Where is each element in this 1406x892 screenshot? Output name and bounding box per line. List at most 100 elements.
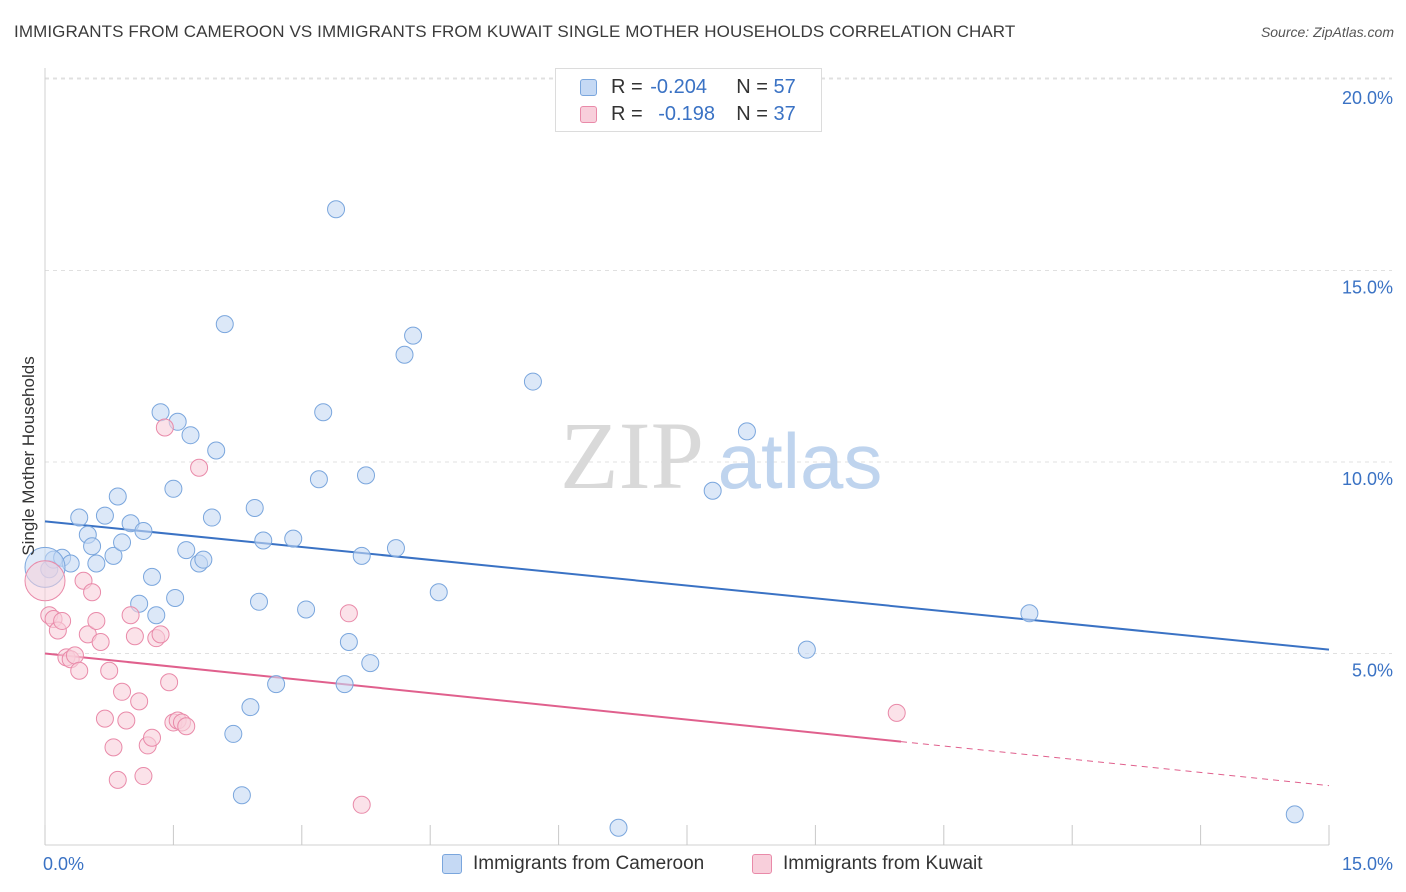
kuwait-point	[155, 418, 174, 437]
cameroon-point	[404, 326, 423, 345]
legend-label-cameroon: Immigrants from Cameroon	[473, 853, 705, 874]
kuwait-point	[100, 661, 119, 680]
cameroon-point	[1020, 604, 1039, 623]
kuwait-trend-line	[44, 652, 902, 743]
kuwait-point	[130, 692, 149, 711]
cameroon-point	[215, 315, 234, 334]
cameroon-point	[224, 724, 243, 743]
cameroon-point	[309, 470, 328, 489]
kuwait-point	[121, 606, 140, 625]
cameroon-point	[297, 600, 316, 619]
legend-r-value: -0.204	[650, 75, 707, 98]
blue-swatch-icon	[580, 78, 597, 96]
cameroon-point	[194, 550, 213, 569]
kuwait-trend-extension	[900, 741, 1330, 787]
cameroon-point	[357, 466, 375, 485]
legend-row-kuwait: R = -0.198 N = 37	[580, 101, 796, 127]
cameroon-point	[83, 537, 102, 556]
cameroon-point	[523, 372, 542, 391]
cameroon-point	[108, 487, 127, 506]
kuwait-point	[91, 633, 110, 652]
watermark-zip: ZIP	[560, 402, 704, 509]
gridlines	[45, 77, 1392, 654]
kuwait-point	[53, 611, 72, 630]
y-tick-label: 5.0%	[1352, 661, 1393, 681]
cameroon-point	[164, 479, 183, 498]
cameroon-point	[314, 403, 333, 422]
cameroon-point	[147, 606, 166, 625]
cameroon-point	[352, 546, 371, 565]
cameroon-point	[395, 345, 414, 364]
legend-item-cameroon[interactable]: Immigrants from Cameroon	[442, 851, 704, 877]
cameroon-point	[703, 481, 722, 500]
legend-n-value: 37	[773, 102, 796, 125]
cameroon-point	[134, 521, 153, 540]
cameroon-point	[87, 554, 106, 573]
cameroon-point	[202, 508, 221, 527]
kuwait-point	[134, 767, 153, 786]
cameroon-point	[1285, 805, 1304, 824]
kuwait-point	[87, 611, 106, 630]
kuwait-point	[108, 770, 127, 789]
cameroon-point	[250, 592, 268, 611]
y-tick-label: 20.0%	[1342, 88, 1393, 108]
cameroon-point	[797, 640, 816, 659]
legend-item-kuwait[interactable]: Immigrants from Kuwait	[752, 851, 983, 877]
axes	[44, 68, 1330, 846]
kuwait-point	[95, 709, 114, 728]
data-points	[24, 200, 1304, 837]
zipatlas-watermark: ZIP atlas	[560, 402, 882, 509]
cameroon-trend-line	[44, 520, 1330, 651]
cameroon-point	[609, 818, 628, 837]
legend-r-label: R =	[611, 75, 649, 98]
chart-title: IMMIGRANTS FROM CAMEROON VS IMMIGRANTS F…	[14, 22, 1016, 41]
cameroon-point	[207, 441, 226, 460]
cameroon-point	[737, 422, 756, 441]
kuwait-point	[339, 604, 358, 623]
cameroon-point	[232, 786, 251, 805]
kuwait-point	[113, 682, 132, 701]
legend-row-cameroon: R = -0.204 N = 57	[580, 74, 796, 100]
cameroon-point	[177, 541, 196, 560]
cameroon-point	[284, 529, 303, 548]
legend-r-label: R =	[611, 102, 649, 125]
kuwait-point	[177, 717, 196, 736]
legend-label-kuwait: Immigrants from Kuwait	[783, 853, 983, 874]
cameroon-point	[241, 698, 260, 717]
legend-r-value: -0.198	[658, 102, 715, 125]
kuwait-point	[104, 738, 123, 757]
y-axis-label: Single Mother Households	[19, 356, 38, 555]
cameroon-point	[254, 531, 273, 550]
cameroon-point	[267, 675, 286, 694]
cameroon-point	[335, 675, 354, 694]
cameroon-point	[429, 583, 448, 602]
cameroon-point	[151, 403, 170, 422]
pink-swatch-icon	[580, 105, 597, 123]
kuwait-point	[125, 627, 144, 646]
cameroon-point	[361, 654, 380, 673]
cameroon-point	[181, 426, 200, 445]
y-tick-label: 15.0%	[1342, 278, 1393, 298]
y-tick-label: 10.0%	[1342, 469, 1393, 489]
x-tick-label: 15.0%	[1342, 854, 1393, 874]
stats-legend: R = -0.204 N = 57 R = -0.198 N = 37	[555, 68, 822, 132]
cameroon-point	[386, 539, 405, 558]
cameroon-point	[327, 200, 346, 219]
kuwait-point	[24, 560, 66, 602]
tick-labels: 5.0% 10.0% 15.0% 20.0% 0.0% 15.0%	[43, 88, 1393, 874]
cameroon-point	[143, 567, 161, 586]
legend-n-label: N =	[736, 102, 774, 125]
cameroon-point	[95, 506, 114, 525]
kuwait-point	[151, 625, 170, 644]
legend-n-value: 57	[773, 75, 796, 98]
kuwait-point	[160, 673, 179, 692]
legend-n-label: N =	[736, 75, 774, 98]
kuwait-point	[70, 661, 89, 680]
cameroon-point	[245, 498, 264, 517]
cameroon-point	[113, 533, 132, 552]
cameroon-point	[70, 508, 89, 527]
blue-swatch-icon	[442, 854, 462, 874]
x-tick-label: 0.0%	[43, 854, 84, 874]
cameroon-point	[339, 633, 358, 652]
